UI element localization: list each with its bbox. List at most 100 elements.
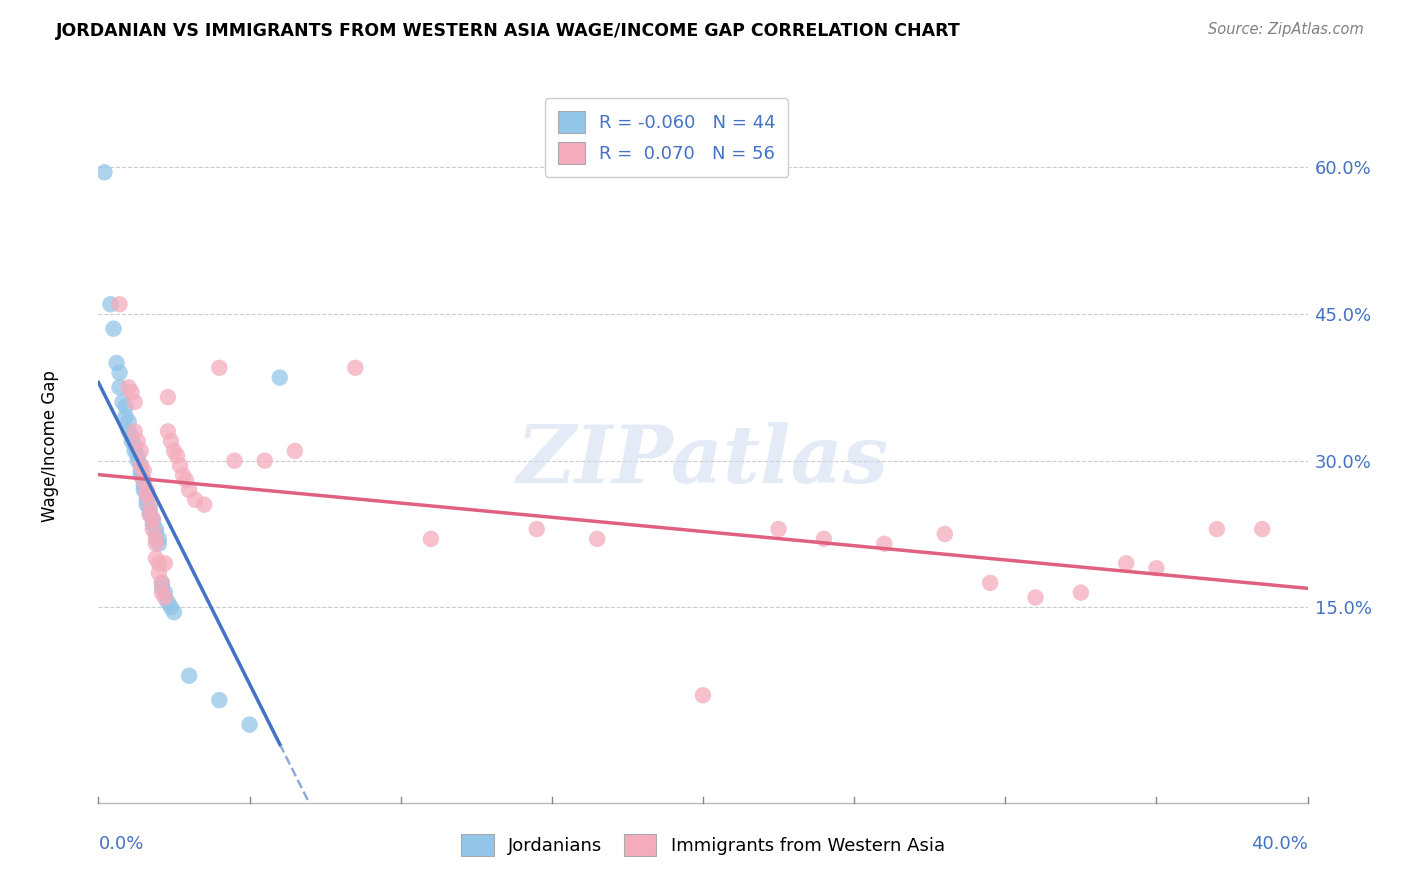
Point [145, 532, 167, 546]
Point [153, 557, 176, 571]
Point [150, 575, 173, 590]
Point [129, 443, 152, 458]
Point [114, 400, 136, 414]
Point [108, 297, 131, 311]
Point [193, 498, 215, 512]
Point [108, 366, 131, 380]
Text: Wage/Income Gap: Wage/Income Gap [41, 370, 59, 522]
Point [179, 669, 201, 683]
Point [344, 360, 367, 375]
Text: 40.0%: 40.0% [1251, 835, 1308, 853]
Text: JORDANIAN VS IMMIGRANTS FROM WESTERN ASIA WAGE/INCOME GAP CORRELATION CHART: JORDANIAN VS IMMIGRANTS FROM WESTERN ASI… [56, 22, 960, 40]
Point [156, 425, 179, 439]
Text: 0.0%: 0.0% [98, 835, 143, 853]
Point [118, 380, 141, 394]
Point [129, 468, 152, 483]
Point [132, 473, 155, 487]
Text: ZIPatlas: ZIPatlas [517, 422, 889, 499]
Point [129, 458, 152, 473]
Point [692, 688, 714, 702]
Point [105, 356, 128, 370]
Point [135, 492, 157, 507]
Point [174, 473, 197, 487]
Point [142, 517, 165, 532]
Point [121, 434, 143, 449]
Point [1070, 585, 1092, 599]
Point [153, 591, 176, 605]
Point [873, 537, 896, 551]
Point [148, 557, 170, 571]
Point [139, 508, 162, 522]
Point [586, 532, 609, 546]
Point [121, 429, 143, 443]
Point [148, 537, 170, 551]
Point [150, 585, 173, 599]
Point [145, 527, 167, 541]
Point [132, 483, 155, 497]
Point [1144, 561, 1167, 575]
Point [127, 434, 149, 449]
Point [135, 498, 157, 512]
Point [166, 449, 188, 463]
Point [139, 508, 162, 522]
Point [118, 425, 141, 439]
Point [124, 439, 146, 453]
Legend: Jordanians, Immigrants from Western Asia: Jordanians, Immigrants from Western Asia [451, 825, 955, 865]
Point [129, 458, 152, 473]
Point [148, 566, 170, 580]
Point [163, 443, 186, 458]
Point [150, 581, 173, 595]
Point [139, 498, 162, 512]
Point [127, 453, 149, 467]
Point [1206, 522, 1229, 536]
Point [160, 600, 183, 615]
Point [150, 575, 173, 590]
Point [1251, 522, 1274, 536]
Point [132, 463, 155, 477]
Point [142, 512, 165, 526]
Point [100, 297, 122, 311]
Point [208, 693, 231, 707]
Point [768, 522, 790, 536]
Point [124, 443, 146, 458]
Point [184, 492, 207, 507]
Point [208, 360, 231, 375]
Point [156, 595, 179, 609]
Point [156, 390, 179, 404]
Point [103, 321, 125, 335]
Text: Source: ZipAtlas.com: Source: ZipAtlas.com [1208, 22, 1364, 37]
Point [132, 478, 155, 492]
Point [172, 468, 194, 483]
Point [142, 522, 165, 536]
Point [934, 527, 956, 541]
Point [118, 415, 141, 429]
Point [153, 585, 176, 599]
Point [108, 380, 131, 394]
Point [114, 409, 136, 424]
Point [135, 488, 157, 502]
Point [160, 434, 183, 449]
Point [813, 532, 835, 546]
Point [142, 512, 165, 526]
Point [124, 425, 146, 439]
Point [111, 395, 134, 409]
Point [132, 473, 155, 487]
Point [179, 483, 201, 497]
Point [253, 453, 276, 467]
Point [163, 605, 186, 619]
Point [93, 165, 115, 179]
Point [135, 488, 157, 502]
Point [169, 458, 191, 473]
Point [420, 532, 443, 546]
Point [224, 453, 246, 467]
Point [526, 522, 548, 536]
Point [145, 537, 167, 551]
Point [145, 522, 167, 536]
Point [139, 502, 162, 516]
Point [129, 463, 152, 477]
Point [284, 443, 307, 458]
Point [1115, 557, 1137, 571]
Point [979, 575, 1001, 590]
Point [135, 483, 157, 497]
Point [239, 717, 262, 731]
